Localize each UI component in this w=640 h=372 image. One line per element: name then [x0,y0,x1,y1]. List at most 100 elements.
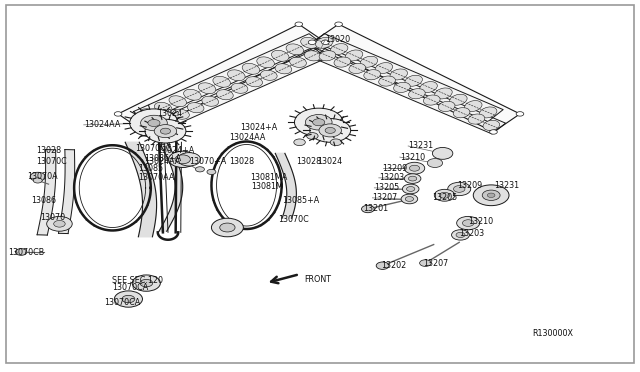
Text: 13070A: 13070A [28,172,58,181]
Polygon shape [275,153,296,218]
Polygon shape [133,34,324,124]
Ellipse shape [360,56,378,67]
Text: 13024AA: 13024AA [229,132,266,142]
Circle shape [362,205,374,213]
Circle shape [294,108,343,137]
Circle shape [440,192,450,198]
Ellipse shape [260,70,277,80]
Ellipse shape [408,89,425,99]
Text: R130000X: R130000X [532,329,573,338]
Text: 13024+A: 13024+A [240,123,277,132]
Circle shape [490,130,497,134]
Circle shape [177,153,200,166]
Ellipse shape [438,101,455,112]
Polygon shape [37,150,56,235]
Text: 13207: 13207 [372,193,397,202]
Ellipse shape [316,37,333,48]
Polygon shape [58,150,75,234]
Text: 13070+A: 13070+A [189,157,227,166]
Circle shape [410,165,420,171]
Ellipse shape [479,107,497,118]
Circle shape [148,119,160,126]
Circle shape [482,190,500,201]
Ellipse shape [246,77,262,87]
Circle shape [308,40,316,45]
Circle shape [487,193,495,198]
Circle shape [195,167,204,172]
Circle shape [401,194,418,204]
Text: 13020: 13020 [325,35,350,44]
Text: 13209: 13209 [458,181,483,190]
Text: 13070CA: 13070CA [104,298,140,307]
Circle shape [321,40,329,45]
Polygon shape [138,47,327,136]
Text: 13085: 13085 [138,164,163,173]
Text: 13086+A: 13086+A [145,154,182,163]
Circle shape [454,186,465,192]
Text: 13086: 13086 [31,196,56,205]
Ellipse shape [271,50,289,61]
Circle shape [457,217,479,230]
Circle shape [33,178,42,183]
Ellipse shape [319,51,336,61]
Circle shape [145,119,186,143]
Circle shape [405,196,413,201]
Text: 13203: 13203 [379,173,404,182]
Text: 13081MA: 13081MA [250,173,287,182]
Ellipse shape [379,76,396,86]
Circle shape [313,119,324,126]
Circle shape [141,115,167,131]
Ellipse shape [188,103,204,113]
Text: 13203: 13203 [460,229,484,238]
Text: 13085+A: 13085+A [282,196,319,205]
Circle shape [132,275,161,291]
Circle shape [406,186,415,191]
Ellipse shape [242,63,260,74]
Circle shape [516,112,524,116]
Circle shape [448,182,470,196]
Polygon shape [159,142,182,231]
Circle shape [456,232,465,237]
Circle shape [15,248,27,255]
Ellipse shape [169,96,186,107]
Ellipse shape [305,51,321,61]
Ellipse shape [330,44,348,55]
Circle shape [403,184,419,194]
Ellipse shape [375,62,392,74]
Circle shape [435,189,455,201]
Circle shape [404,162,425,174]
Text: 13024: 13024 [157,109,182,118]
Polygon shape [309,33,503,122]
Ellipse shape [346,50,363,61]
Circle shape [307,133,318,139]
Ellipse shape [390,69,408,80]
Ellipse shape [405,75,422,86]
Text: 13207: 13207 [424,259,449,267]
Circle shape [115,291,143,307]
Ellipse shape [202,96,219,106]
Text: 13209: 13209 [383,164,408,173]
Circle shape [175,155,190,164]
Ellipse shape [453,108,470,118]
Circle shape [408,176,417,181]
Ellipse shape [158,116,175,126]
Ellipse shape [184,89,201,100]
Text: 13205: 13205 [432,193,457,202]
Text: 13028: 13028 [296,157,321,166]
Ellipse shape [286,44,303,55]
Circle shape [310,119,351,142]
Circle shape [330,139,342,145]
Ellipse shape [213,76,230,87]
Circle shape [220,223,235,232]
Circle shape [452,230,469,240]
Text: 13070AA: 13070AA [138,173,174,182]
Circle shape [141,130,148,134]
Text: 13024+A: 13024+A [157,146,195,155]
Text: 13210: 13210 [400,153,425,161]
Circle shape [115,112,122,116]
Ellipse shape [424,95,440,105]
Text: SEE SEC.120: SEE SEC.120 [113,276,163,285]
Circle shape [295,22,303,26]
Circle shape [169,151,196,167]
Polygon shape [125,142,157,237]
